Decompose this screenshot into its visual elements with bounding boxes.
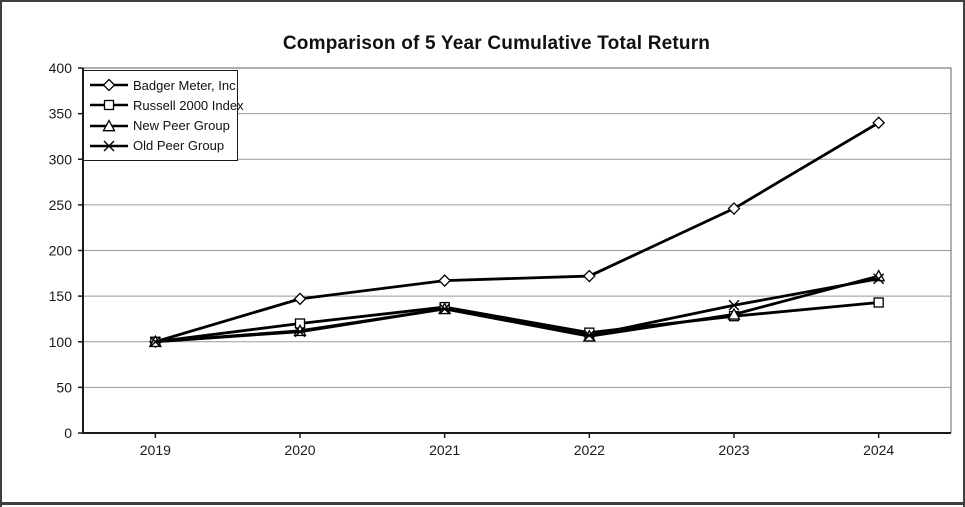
legend-item-triangle: New Peer Group xyxy=(88,116,233,136)
x-marker-icon xyxy=(583,329,595,341)
x-tick-label: 2020 xyxy=(284,442,315,458)
legend-label: New Peer Group xyxy=(133,118,230,134)
diamond-marker-icon xyxy=(582,269,596,283)
triangle-marker-icon xyxy=(102,118,116,131)
diamond-marker-icon xyxy=(102,78,116,92)
y-tick-label: 0 xyxy=(64,425,72,441)
x-marker-icon xyxy=(103,140,115,152)
x-marker-icon xyxy=(149,336,161,348)
series-badger-meter-inc xyxy=(148,116,886,349)
y-tick-label: 100 xyxy=(49,334,73,350)
diamond-marker-icon xyxy=(293,292,307,306)
x-tick-label: 2023 xyxy=(718,442,749,458)
square-marker-icon xyxy=(873,297,884,308)
bottom-divider xyxy=(2,502,963,505)
legend-item-square: Russell 2000 Index xyxy=(88,95,244,115)
x-tick-label: 2019 xyxy=(140,442,171,458)
x-tick-label: 2021 xyxy=(429,442,460,458)
y-tick-label: 300 xyxy=(49,151,73,167)
legend-item-diamond: Badger Meter, Inc. xyxy=(88,75,239,95)
x-tick-label: 2022 xyxy=(574,442,605,458)
plot-frame xyxy=(83,67,952,433)
legend-item-x: Old Peer Group xyxy=(88,136,233,156)
series-line xyxy=(155,301,879,344)
triangle-legend-glyph xyxy=(90,118,128,131)
x-marker-icon xyxy=(439,303,451,315)
diamond-marker-icon xyxy=(727,202,741,215)
chart-title: Comparison of 5 Year Cumulative Total Re… xyxy=(282,33,711,54)
y-tick-label: 250 xyxy=(49,197,73,213)
square-marker-icon xyxy=(103,100,115,111)
series-line xyxy=(154,121,880,344)
x-marker-icon xyxy=(294,326,306,338)
square-legend-glyph xyxy=(90,100,128,111)
diamond-marker-icon xyxy=(438,274,452,288)
x-marker-icon xyxy=(873,273,885,285)
series-old-peer-group xyxy=(149,273,885,348)
legend-label: Russell 2000 Index xyxy=(133,97,244,113)
diamond-marker-icon xyxy=(872,116,886,130)
series-line xyxy=(155,277,879,344)
legend-label: Badger Meter, Inc. xyxy=(133,77,240,93)
x-marker-icon xyxy=(728,299,740,311)
legend: Badger Meter, Inc. Russell 2000 Index New … xyxy=(83,70,244,161)
legend-label: Old Peer Group xyxy=(133,138,225,154)
y-tick-label: 350 xyxy=(49,106,73,122)
y-tick-label: 50 xyxy=(56,379,72,395)
triangle-marker-icon xyxy=(727,307,741,320)
x-tick-label: 2024 xyxy=(863,442,894,458)
x-legend-glyph xyxy=(90,140,128,152)
y-tick-label: 200 xyxy=(49,243,73,259)
y-tick-label: 150 xyxy=(49,288,73,304)
y-tick-label: 400 xyxy=(49,60,73,76)
diamond-legend-glyph xyxy=(90,78,128,92)
